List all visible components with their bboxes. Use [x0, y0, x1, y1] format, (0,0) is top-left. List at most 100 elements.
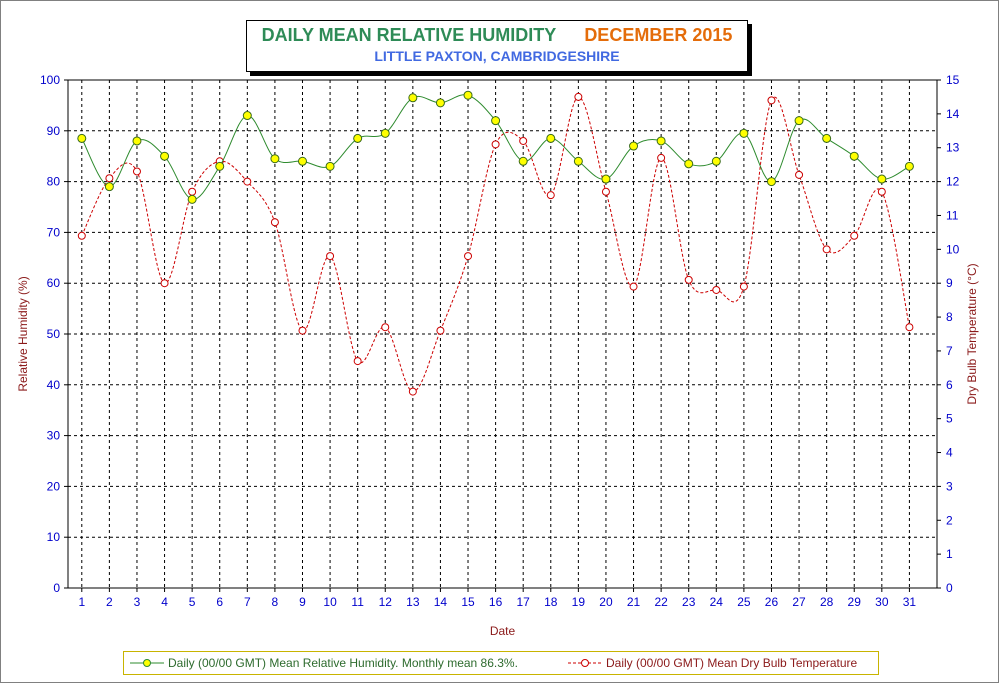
rh-point — [546, 133, 556, 143]
legend-item-rh: Daily (00/00 GMT) Mean Relative Humidity… — [130, 652, 518, 674]
temp-point — [657, 153, 666, 162]
x-tick-label: 30 — [875, 595, 889, 609]
x-tick-label: 6 — [216, 595, 223, 609]
temp-point — [546, 191, 555, 200]
temp-point — [491, 140, 500, 149]
y-tick-label: 80 — [47, 175, 61, 189]
rh-point — [849, 151, 859, 161]
y2-tick-label: 8 — [946, 310, 953, 324]
temp-point — [905, 323, 914, 332]
temp-point — [381, 323, 390, 332]
y-tick-label: 10 — [47, 530, 61, 544]
temp-point — [298, 326, 307, 335]
x-tick-label: 24 — [710, 595, 724, 609]
x-tick-label: 25 — [737, 595, 751, 609]
rh-point — [573, 156, 583, 166]
rh-point — [877, 174, 887, 184]
y-tick-label: 40 — [47, 378, 61, 392]
temp-point — [629, 282, 638, 291]
temp-point — [188, 187, 197, 196]
rh-point — [794, 116, 804, 126]
y-tick-label: 60 — [47, 276, 61, 290]
chart-title-box: DAILY MEAN RELATIVE HUMIDITY DECEMBER 201… — [246, 20, 748, 72]
temp-point — [601, 187, 610, 196]
temp-point — [464, 252, 473, 261]
y-tick-label: 70 — [47, 225, 61, 239]
y2-tick-label: 10 — [946, 242, 960, 256]
rh-point — [601, 174, 611, 184]
y2-tick-label: 7 — [946, 344, 953, 358]
rh-point — [408, 93, 418, 103]
x-tick-label: 12 — [379, 595, 393, 609]
rh-point — [325, 161, 335, 171]
y-axis-label: Relative Humidity (%) — [16, 276, 30, 391]
x-tick-label: 9 — [299, 595, 306, 609]
rh-point — [435, 98, 445, 108]
x-tick-label: 31 — [903, 595, 917, 609]
chart-title-month: DECEMBER 2015 — [584, 25, 733, 45]
x-tick-label: 23 — [682, 595, 696, 609]
y2-tick-label: 14 — [946, 107, 960, 121]
rh-point — [380, 128, 390, 138]
series-temp-line — [81, 96, 910, 393]
y2-tick-label: 11 — [946, 208, 959, 222]
temp-point — [850, 231, 859, 240]
rh-point — [215, 161, 225, 171]
legend-temp-label: Daily (00/00 GMT) Mean Dry Bulb Temperat… — [606, 656, 858, 670]
legend: Daily (00/00 GMT) Mean Relative Humidity… — [123, 651, 879, 675]
temp-point — [877, 187, 886, 196]
x-tick-label: 3 — [134, 595, 141, 609]
temp-point — [326, 252, 335, 261]
x-tick-label: 21 — [627, 595, 641, 609]
y-tick-label: 100 — [40, 73, 60, 87]
rh-point — [77, 133, 87, 143]
rh-point — [656, 136, 666, 146]
temp-point — [684, 275, 693, 284]
rh-point — [904, 161, 914, 171]
y2-tick-label: 2 — [946, 513, 953, 527]
x-tick-label: 10 — [323, 595, 337, 609]
x-tick-label: 20 — [599, 595, 613, 609]
x-tick-label: 5 — [189, 595, 196, 609]
x-tick-label: 28 — [820, 595, 834, 609]
y2-tick-label: 1 — [946, 547, 953, 561]
x-tick-label: 7 — [244, 595, 251, 609]
x-tick-label: 13 — [406, 595, 420, 609]
temp-point — [77, 231, 86, 240]
rh-point — [518, 156, 528, 166]
x-tick-label: 8 — [272, 595, 279, 609]
temp-point — [574, 92, 583, 101]
x-tick-label: 1 — [78, 595, 85, 609]
rh-point — [160, 151, 170, 161]
y2-axis-label: Dry Bulb Temperature (°C) — [965, 263, 979, 404]
y-tick-label: 20 — [47, 479, 61, 493]
y2-tick-label: 9 — [946, 276, 953, 290]
y-tick-label: 90 — [47, 124, 61, 138]
x-tick-label: 2 — [106, 595, 113, 609]
temp-point — [270, 218, 279, 227]
rh-point — [822, 133, 832, 143]
y2-tick-label: 15 — [946, 73, 960, 87]
temp-point — [739, 282, 748, 291]
legend-rh-swatch — [130, 659, 164, 667]
x-tick-label: 15 — [461, 595, 475, 609]
x-tick-label: 22 — [654, 595, 668, 609]
temp-point — [132, 167, 141, 176]
title-line: DAILY MEAN RELATIVE HUMIDITY DECEMBER 201… — [247, 25, 747, 46]
temp-point — [160, 279, 169, 288]
temp-point — [105, 174, 114, 183]
temp-point — [795, 170, 804, 179]
y2-tick-label: 0 — [946, 581, 953, 595]
y2-tick-label: 12 — [946, 175, 960, 189]
temp-point — [353, 357, 362, 366]
y-tick-label: 50 — [47, 327, 61, 341]
rh-point — [684, 159, 694, 169]
x-tick-label: 29 — [848, 595, 862, 609]
rh-point — [242, 111, 252, 121]
rh-point — [491, 116, 501, 126]
y2-tick-label: 6 — [946, 378, 953, 392]
legend-rh-label: Daily (00/00 GMT) Mean Relative Humidity… — [168, 656, 518, 670]
rh-point — [187, 194, 197, 204]
rh-point — [353, 133, 363, 143]
